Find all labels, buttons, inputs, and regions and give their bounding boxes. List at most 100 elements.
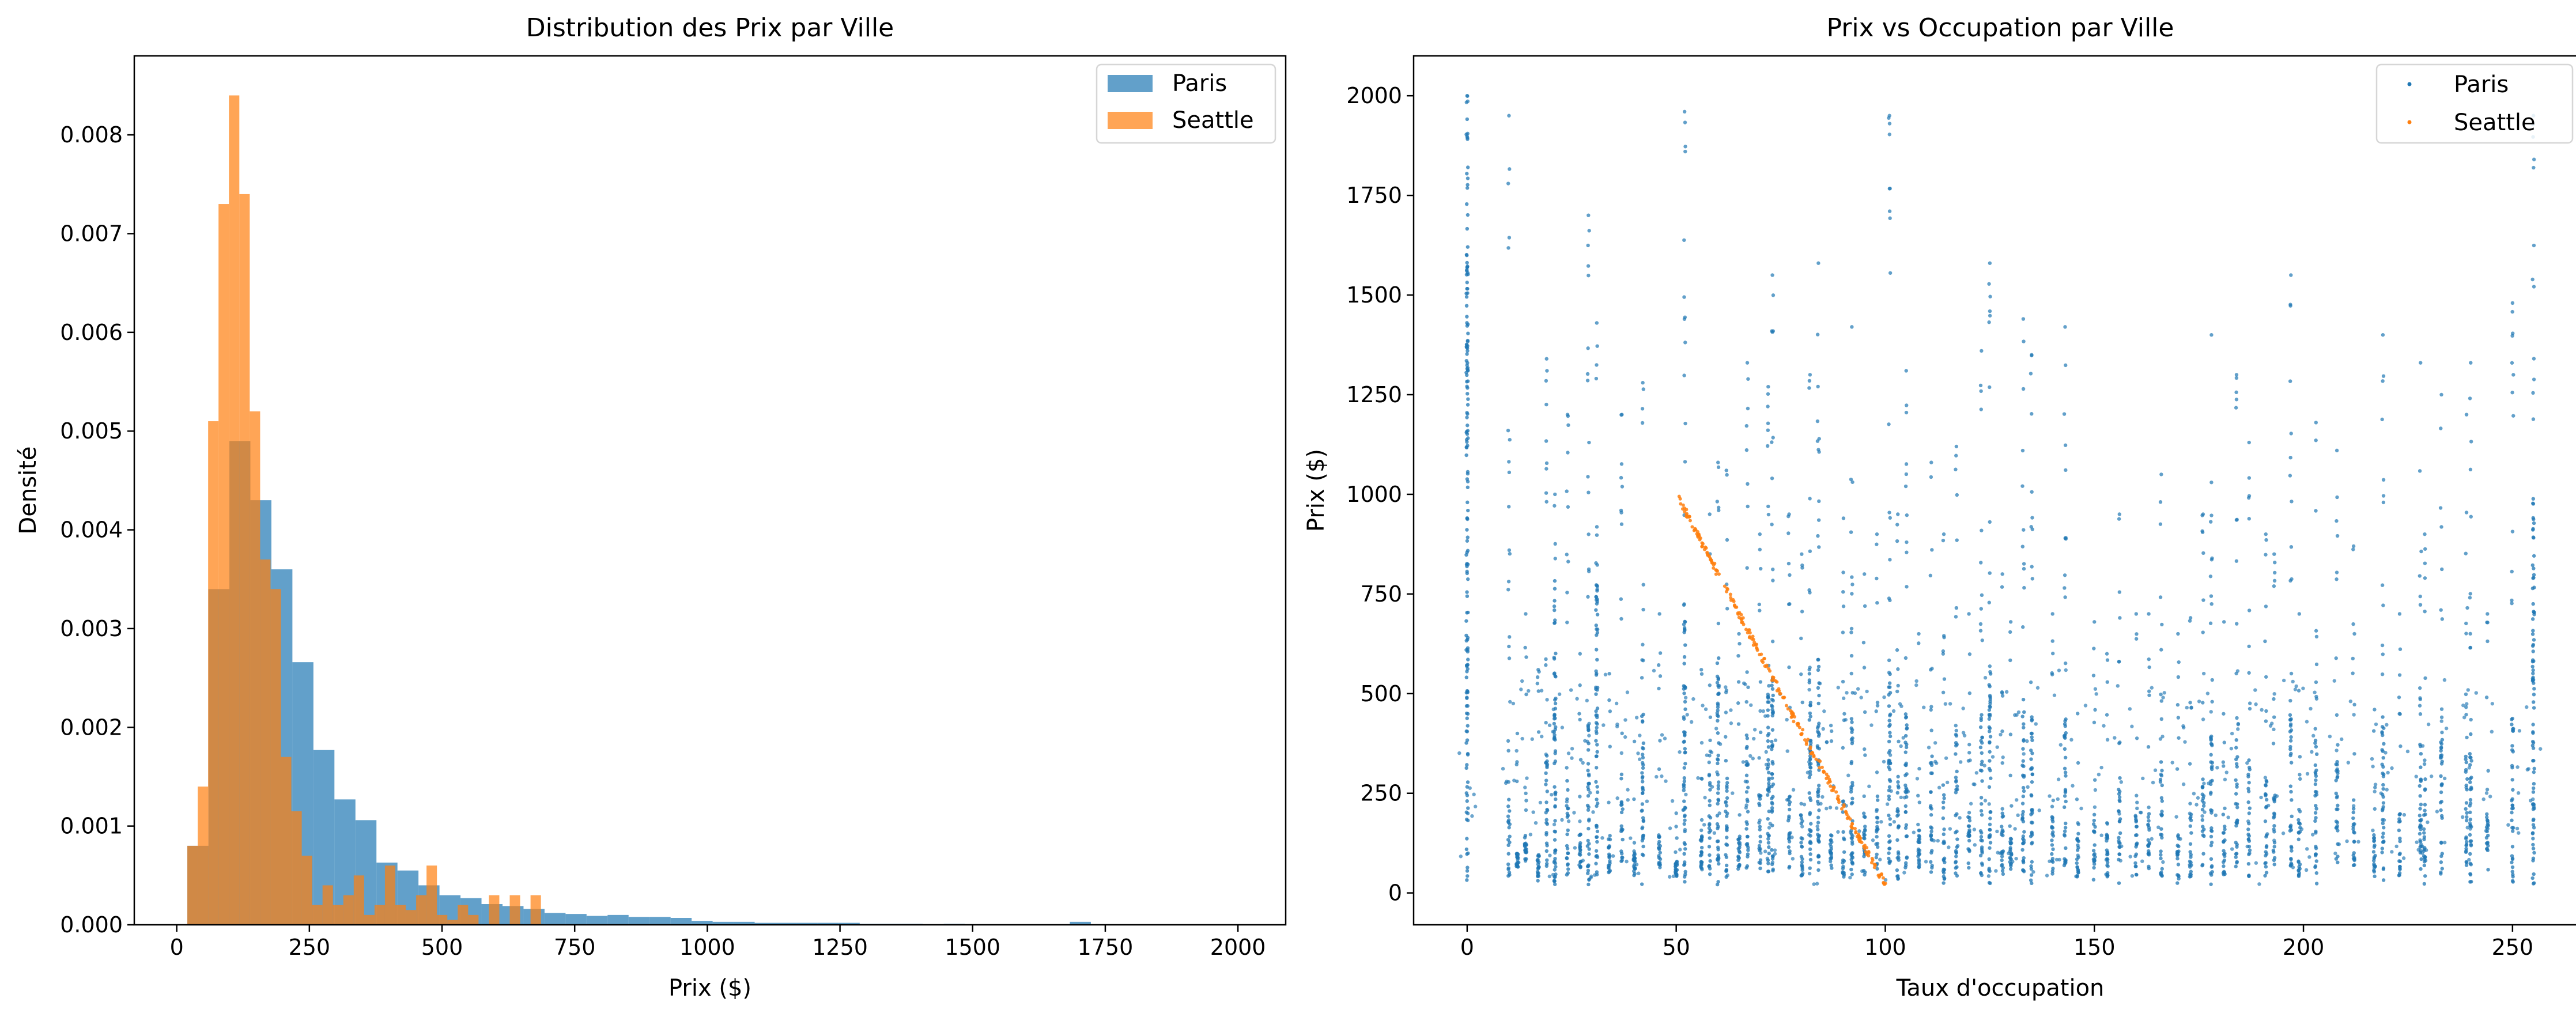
scatter-point-paris <box>2020 448 2025 453</box>
scatter-point-paris <box>2209 602 2214 606</box>
scatter-point-paris <box>1988 713 1992 717</box>
scatter-point-paris <box>1790 835 1794 840</box>
scatter-point-paris <box>1816 384 1820 389</box>
scatter-point-paris <box>1553 542 1557 546</box>
histogram-bar-paris <box>649 917 671 925</box>
scatter-point-paris <box>2381 807 2385 811</box>
scatter-point-paris <box>2175 703 2180 707</box>
scatter-point-paris <box>2314 634 2319 639</box>
scatter-point-paris <box>1821 727 1825 731</box>
scatter-point-paris <box>1785 717 1789 722</box>
scatter-point-paris <box>2517 831 2521 835</box>
scatter-point-paris <box>1942 636 1946 640</box>
scatter-point-paris <box>2205 691 2210 695</box>
scatter-point-paris <box>1903 740 1908 744</box>
scatter-point-seattle <box>1681 503 1685 507</box>
scatter-point-paris <box>2159 853 2163 857</box>
scatter-point-paris <box>1699 834 1704 838</box>
scatter-point-seattle <box>1804 740 1808 744</box>
scatter-point-paris <box>2076 853 2080 857</box>
scatter-point-paris <box>1465 696 1469 700</box>
histogram-bar-seattle <box>250 411 260 925</box>
scatter-point-paris <box>2264 853 2268 858</box>
scatter-point-seattle <box>1765 664 1769 668</box>
scatter-point-paris <box>2531 859 2535 863</box>
scatter-point-paris <box>2210 761 2215 765</box>
scatter-point-paris <box>1887 114 1891 118</box>
scatter-point-paris <box>1632 869 1636 874</box>
scatter-point-paris <box>2075 865 2080 870</box>
scatter-point-paris <box>2373 874 2377 879</box>
scatter-point-paris <box>2272 727 2276 732</box>
scatter-point-paris <box>2464 713 2468 717</box>
scatter-point-paris <box>2234 855 2238 859</box>
scatter-point-paris <box>2313 864 2318 868</box>
scatter-point-paris <box>1544 402 1548 407</box>
scatter-point-paris <box>1587 842 1591 846</box>
scatter-point-paris <box>2486 639 2490 644</box>
scatter-point-paris <box>2468 780 2472 784</box>
scatter-point-paris <box>1607 698 1611 702</box>
seattle-points <box>1677 494 1887 886</box>
scatter-point-paris <box>2439 774 2443 778</box>
scatter-point-paris <box>1988 816 1992 821</box>
scatter-point-paris <box>2297 873 2301 878</box>
scatter-point-paris <box>2439 715 2444 720</box>
scatter-point-paris <box>1725 776 1729 781</box>
scatter-point-paris <box>2288 718 2292 722</box>
scatter-point-paris <box>1682 862 1687 867</box>
scatter-point-paris <box>1878 857 1882 861</box>
scatter-point-paris <box>2248 706 2252 711</box>
scatter-point-paris <box>1464 663 1469 667</box>
scatter-point-seattle <box>1754 642 1758 647</box>
scatter-point-paris <box>2464 860 2468 864</box>
scatter-point-paris <box>2097 772 2101 777</box>
scatter-point-paris <box>2188 816 2192 821</box>
scatter-point-paris <box>2511 373 2515 377</box>
histogram-bar-paris <box>712 921 734 925</box>
scatter-point-paris <box>2397 812 2401 817</box>
scatter-point-paris <box>2209 738 2213 742</box>
scatter-point-paris <box>1587 490 1591 494</box>
scatter-point-paris <box>1553 712 1557 717</box>
scatter-point-paris <box>2530 831 2535 835</box>
scatter-point-paris <box>1901 736 1905 740</box>
scatter-point-paris <box>2064 717 2068 721</box>
scatter-point-paris <box>1737 849 1742 853</box>
scatter-point-paris <box>2405 749 2410 754</box>
scatter-point-paris <box>2397 828 2401 833</box>
scatter-point-paris <box>1578 758 1583 762</box>
scatter-point-paris <box>2530 563 2535 568</box>
legend-swatch-seattle <box>1108 112 1153 129</box>
scatter-point-paris <box>1758 730 1763 735</box>
scatter-point-paris <box>1887 422 1891 426</box>
scatter-point-paris <box>1895 689 1899 694</box>
scatter-point-paris <box>1967 838 1971 843</box>
scatter-point-paris <box>1566 867 1570 871</box>
scatter-point-paris <box>1825 740 1829 744</box>
scatter-point-paris <box>1948 702 1952 706</box>
scatter-point-paris <box>2234 852 2238 856</box>
scatter-point-paris <box>1896 683 1900 688</box>
scatter-point-paris <box>1945 780 1950 785</box>
scatter-point-paris <box>1917 632 1921 636</box>
scatter-point-paris <box>1829 847 1834 851</box>
scatter-point-paris <box>2439 860 2443 864</box>
scatter-point-paris <box>2424 848 2428 852</box>
scatter-point-paris <box>1967 743 1971 747</box>
scatter-point-paris <box>2332 679 2336 683</box>
scatter-point-paris <box>1565 800 1569 804</box>
scatter-point-paris <box>1701 704 1705 708</box>
scatter-point-paris <box>1745 361 1750 365</box>
scatter-point-paris <box>2382 772 2386 777</box>
scatter-point-paris <box>1544 761 1548 765</box>
scatter-point-paris <box>1466 436 1470 440</box>
scatter-point-paris <box>2128 707 2132 711</box>
scatter-point-paris <box>1966 831 1970 836</box>
scatter-point-paris <box>1640 780 1645 784</box>
scatter-point-paris <box>2440 782 2444 786</box>
scatter-point-paris <box>1708 859 1712 863</box>
scatter-point-paris <box>1785 749 1789 753</box>
scatter-point-paris <box>2272 858 2276 863</box>
scatter-point-paris <box>2175 852 2180 856</box>
